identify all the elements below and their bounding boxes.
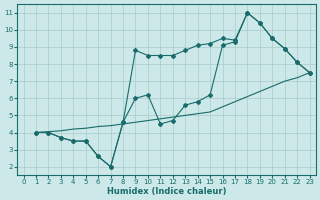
X-axis label: Humidex (Indice chaleur): Humidex (Indice chaleur) [107, 187, 226, 196]
